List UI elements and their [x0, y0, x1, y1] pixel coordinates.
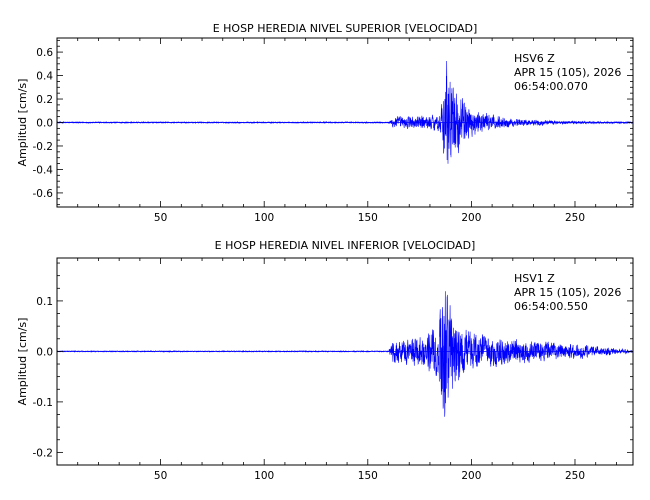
x-tick-label: 200: [461, 470, 481, 482]
y-tick-label: 0.0: [36, 118, 53, 130]
x-tick-label: 50: [154, 212, 167, 224]
x-tick-label: 200: [461, 212, 481, 224]
y-axis-label: Amplitud [cm/s]: [16, 318, 29, 406]
station-annotation-line: APR 15 (105), 2026: [514, 286, 621, 299]
y-tick-label: 0.2: [36, 94, 53, 106]
y-tick-label: 0.1: [36, 296, 53, 308]
panel-superior: E HOSP HEREDIA NIVEL SUPERIOR [VELOCIDAD…: [16, 22, 634, 224]
x-tick-label: 150: [358, 470, 378, 482]
x-tick-label: 50: [154, 470, 167, 482]
y-tick-label: -0.6: [33, 188, 54, 200]
station-annotation-line: 06:54:00.070: [514, 80, 588, 93]
station-annotation-line: HSV6 Z: [514, 52, 555, 65]
y-axis-label: Amplitud [cm/s]: [16, 79, 29, 167]
y-tick-label: -0.1: [33, 397, 54, 409]
station-annotation-line: 06:54:00.550: [514, 300, 588, 313]
y-tick-label: -0.4: [33, 164, 54, 176]
station-annotation-line: APR 15 (105), 2026: [514, 66, 621, 79]
y-tick-label: -0.2: [33, 141, 54, 153]
y-tick-label: -0.2: [33, 447, 54, 459]
x-tick-label: 100: [254, 470, 274, 482]
panel-title: E HOSP HEREDIA NIVEL INFERIOR [VELOCIDAD…: [215, 239, 476, 252]
x-tick-label: 250: [565, 212, 585, 224]
plot-frame: [56, 257, 634, 466]
station-annotation-line: HSV1 Z: [514, 272, 555, 285]
x-tick-label: 150: [358, 212, 378, 224]
y-tick-label: 0.0: [36, 346, 53, 358]
x-tick-label: 250: [565, 470, 585, 482]
panel-title: E HOSP HEREDIA NIVEL SUPERIOR [VELOCIDAD…: [213, 22, 478, 35]
y-tick-label: 0.6: [36, 47, 53, 59]
panel-inferior: E HOSP HEREDIA NIVEL INFERIOR [VELOCIDAD…: [16, 239, 634, 482]
y-tick-label: 0.4: [36, 71, 53, 83]
x-tick-label: 100: [254, 212, 274, 224]
